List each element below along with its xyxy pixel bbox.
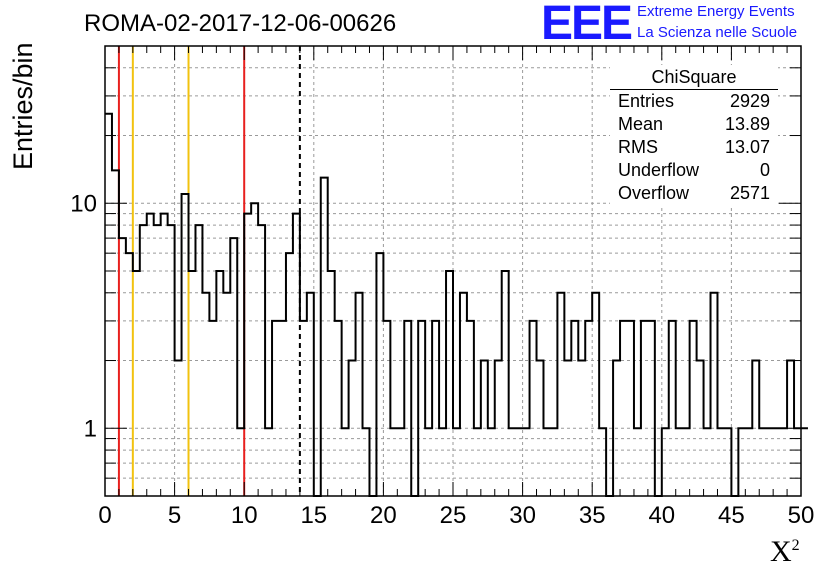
stats-label: Underflow [618,160,700,180]
stats-label: Overflow [618,183,690,203]
y-tick-labels: 1 10 [70,190,97,442]
x-tick-labels: 0 5 10 15 20 25 30 35 40 45 50 [98,502,814,529]
logo-subtitle-1: Extreme Energy Events [637,3,795,20]
x-tick-label: 20 [370,502,397,529]
stats-label: RMS [618,137,658,157]
stats-row-mean: Mean 13.89 [610,113,778,136]
stats-value: 13.07 [724,137,770,157]
x-tick-label: 40 [648,502,675,529]
stats-value: 0 [759,160,770,180]
axis-ticks [104,46,802,496]
stats-value: 2571 [729,183,770,203]
y-tick-label: 1 [84,415,97,442]
x-tick-label: 0 [98,502,111,529]
y-axis-label: Entries/bin [8,42,38,170]
stats-title: ChiSquare [610,67,778,90]
x-tick-label: 50 [788,502,815,529]
x-tick-label: 35 [579,502,606,529]
histogram-series [105,112,808,497]
x-axis-label: X2 [770,535,800,569]
stats-value: 2929 [729,91,770,111]
stats-value: 13.89 [724,114,770,134]
stats-label: Entries [618,91,675,111]
x-tick-label: 10 [231,502,258,529]
y-tick-label: 10 [70,190,97,217]
x-axis-label-sup: 2 [791,537,800,554]
x-tick-label: 25 [440,502,467,529]
x-tick-label: 45 [718,502,745,529]
x-tick-label: 15 [300,502,327,529]
stats-row-underflow: Underflow 0 [610,159,778,182]
chart-title: ROMA-02-2017-12-06-00626 [84,10,397,37]
stats-row-overflow: Overflow 2571 [610,182,778,205]
stats-label: Mean [618,114,664,134]
x-axis-label-base: X [770,535,792,568]
logo-subtitle-2: La Scienza nelle Scuole [637,24,798,41]
stats-box: ChiSquare Entries 2929 Mean 13.89 RMS 13… [610,65,778,205]
x-tick-label: 30 [509,502,536,529]
x-tick-label: 5 [168,502,181,529]
stats-row-rms: RMS 13.07 [610,136,778,159]
stats-row-entries: Entries 2929 [610,90,778,113]
eee-logo: EEE [541,0,633,50]
